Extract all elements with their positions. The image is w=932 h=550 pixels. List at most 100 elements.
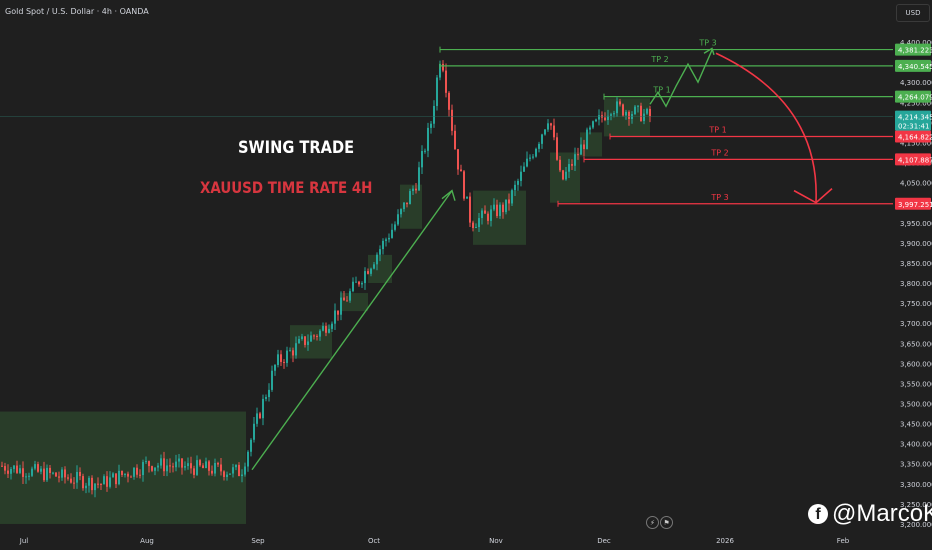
- candle-body: [418, 167, 420, 191]
- candle-body: [622, 104, 624, 116]
- x-tick-label: Aug: [140, 537, 154, 545]
- candle-body: [589, 127, 591, 130]
- candle-body: [475, 227, 477, 229]
- candle-body: [598, 115, 600, 120]
- price-mark-label: 4,164.822: [898, 133, 932, 141]
- candle-body: [265, 397, 267, 399]
- consolidation-zone-dec-2: [604, 98, 650, 137]
- candle-body: [73, 482, 75, 484]
- candle-body: [337, 310, 339, 315]
- candle-body: [175, 461, 177, 468]
- y-tick-label: 3,900.000: [900, 240, 932, 248]
- y-tick-label: 3,350.000: [900, 461, 932, 469]
- candle-body: [85, 485, 87, 489]
- candle-body: [367, 271, 369, 274]
- candle-body: [217, 462, 219, 465]
- candle-body: [355, 281, 357, 283]
- candle-body: [67, 477, 69, 479]
- candle-body: [640, 105, 642, 122]
- candle-body: [25, 476, 27, 478]
- candle-body: [181, 458, 183, 468]
- candle-body: [205, 461, 207, 469]
- candle-body: [346, 300, 348, 302]
- target-label: TP 1: [708, 125, 726, 134]
- lightning-icon[interactable]: ⚡: [646, 516, 659, 529]
- candle-body: [226, 474, 228, 477]
- candle-body: [565, 171, 567, 180]
- candle-body: [172, 466, 174, 468]
- candle-body: [136, 467, 138, 475]
- candle-body: [199, 460, 201, 466]
- candle-body: [127, 473, 129, 477]
- candle-body: [121, 470, 123, 475]
- candle-body: [118, 470, 120, 485]
- candle-body: [328, 328, 330, 333]
- candle-body: [619, 101, 621, 105]
- candle-body: [505, 199, 507, 213]
- candle-body: [478, 218, 480, 228]
- candle-body: [151, 466, 153, 471]
- candle-body: [280, 354, 282, 362]
- candle-body: [487, 213, 489, 221]
- x-tick-label: Nov: [489, 537, 503, 545]
- candle-body: [484, 210, 486, 214]
- candle-body: [493, 204, 495, 210]
- price-mark-label: 4,340.545: [898, 63, 932, 71]
- candle-body: [544, 129, 546, 135]
- candle-body: [325, 326, 327, 333]
- currency-selector[interactable]: USD: [896, 4, 930, 22]
- candle-body: [307, 341, 309, 345]
- candle-body: [40, 468, 42, 472]
- candle-body: [304, 336, 306, 345]
- candle-body: [397, 214, 399, 225]
- candle-body: [628, 111, 630, 119]
- price-mark-label: 4,381.223: [898, 47, 932, 55]
- price-mark-badge: [895, 59, 931, 72]
- candle-body: [196, 460, 198, 475]
- candle-body: [490, 209, 492, 221]
- candle-body: [259, 413, 261, 419]
- x-tick-label: Dec: [597, 537, 611, 545]
- candle-body: [1, 465, 3, 467]
- candle-body: [61, 469, 63, 478]
- candle-body: [448, 92, 450, 110]
- candle-body: [403, 202, 405, 210]
- candle-body: [310, 335, 312, 342]
- candle-body: [436, 77, 438, 106]
- candle-body: [157, 465, 159, 468]
- candle-body: [385, 239, 387, 241]
- candle-body: [109, 477, 111, 487]
- candle-body: [301, 336, 303, 340]
- candle-body: [124, 473, 126, 475]
- candle-body: [421, 151, 423, 168]
- candle-body: [52, 472, 54, 474]
- candle-body: [283, 361, 285, 363]
- candle-body: [22, 468, 24, 477]
- candle-body: [142, 462, 144, 476]
- x-tick-label: Oct: [368, 537, 380, 545]
- target-label: TP 3: [710, 193, 728, 202]
- candle-body: [343, 297, 345, 301]
- candle-body: [241, 474, 243, 477]
- candle-body: [364, 271, 366, 284]
- candle-body: [208, 461, 210, 471]
- candle-body: [331, 323, 333, 329]
- candle-body: [130, 476, 132, 478]
- candle-body: [592, 121, 594, 128]
- candle-body: [637, 105, 639, 107]
- price-mark-label: 4,264.079: [898, 94, 932, 102]
- candle-body: [139, 474, 141, 476]
- candle-body: [538, 143, 540, 149]
- candle-body: [64, 469, 66, 478]
- current-price-badge: [895, 110, 931, 131]
- candle-body: [334, 310, 336, 324]
- candle-body: [373, 264, 375, 269]
- flag-icon[interactable]: ⚑: [660, 516, 673, 529]
- candle-body: [238, 464, 240, 477]
- candle-body: [178, 458, 180, 462]
- candle-body: [610, 114, 612, 116]
- candle-body: [19, 468, 21, 473]
- candle-body: [7, 470, 9, 474]
- candle-body: [28, 475, 30, 477]
